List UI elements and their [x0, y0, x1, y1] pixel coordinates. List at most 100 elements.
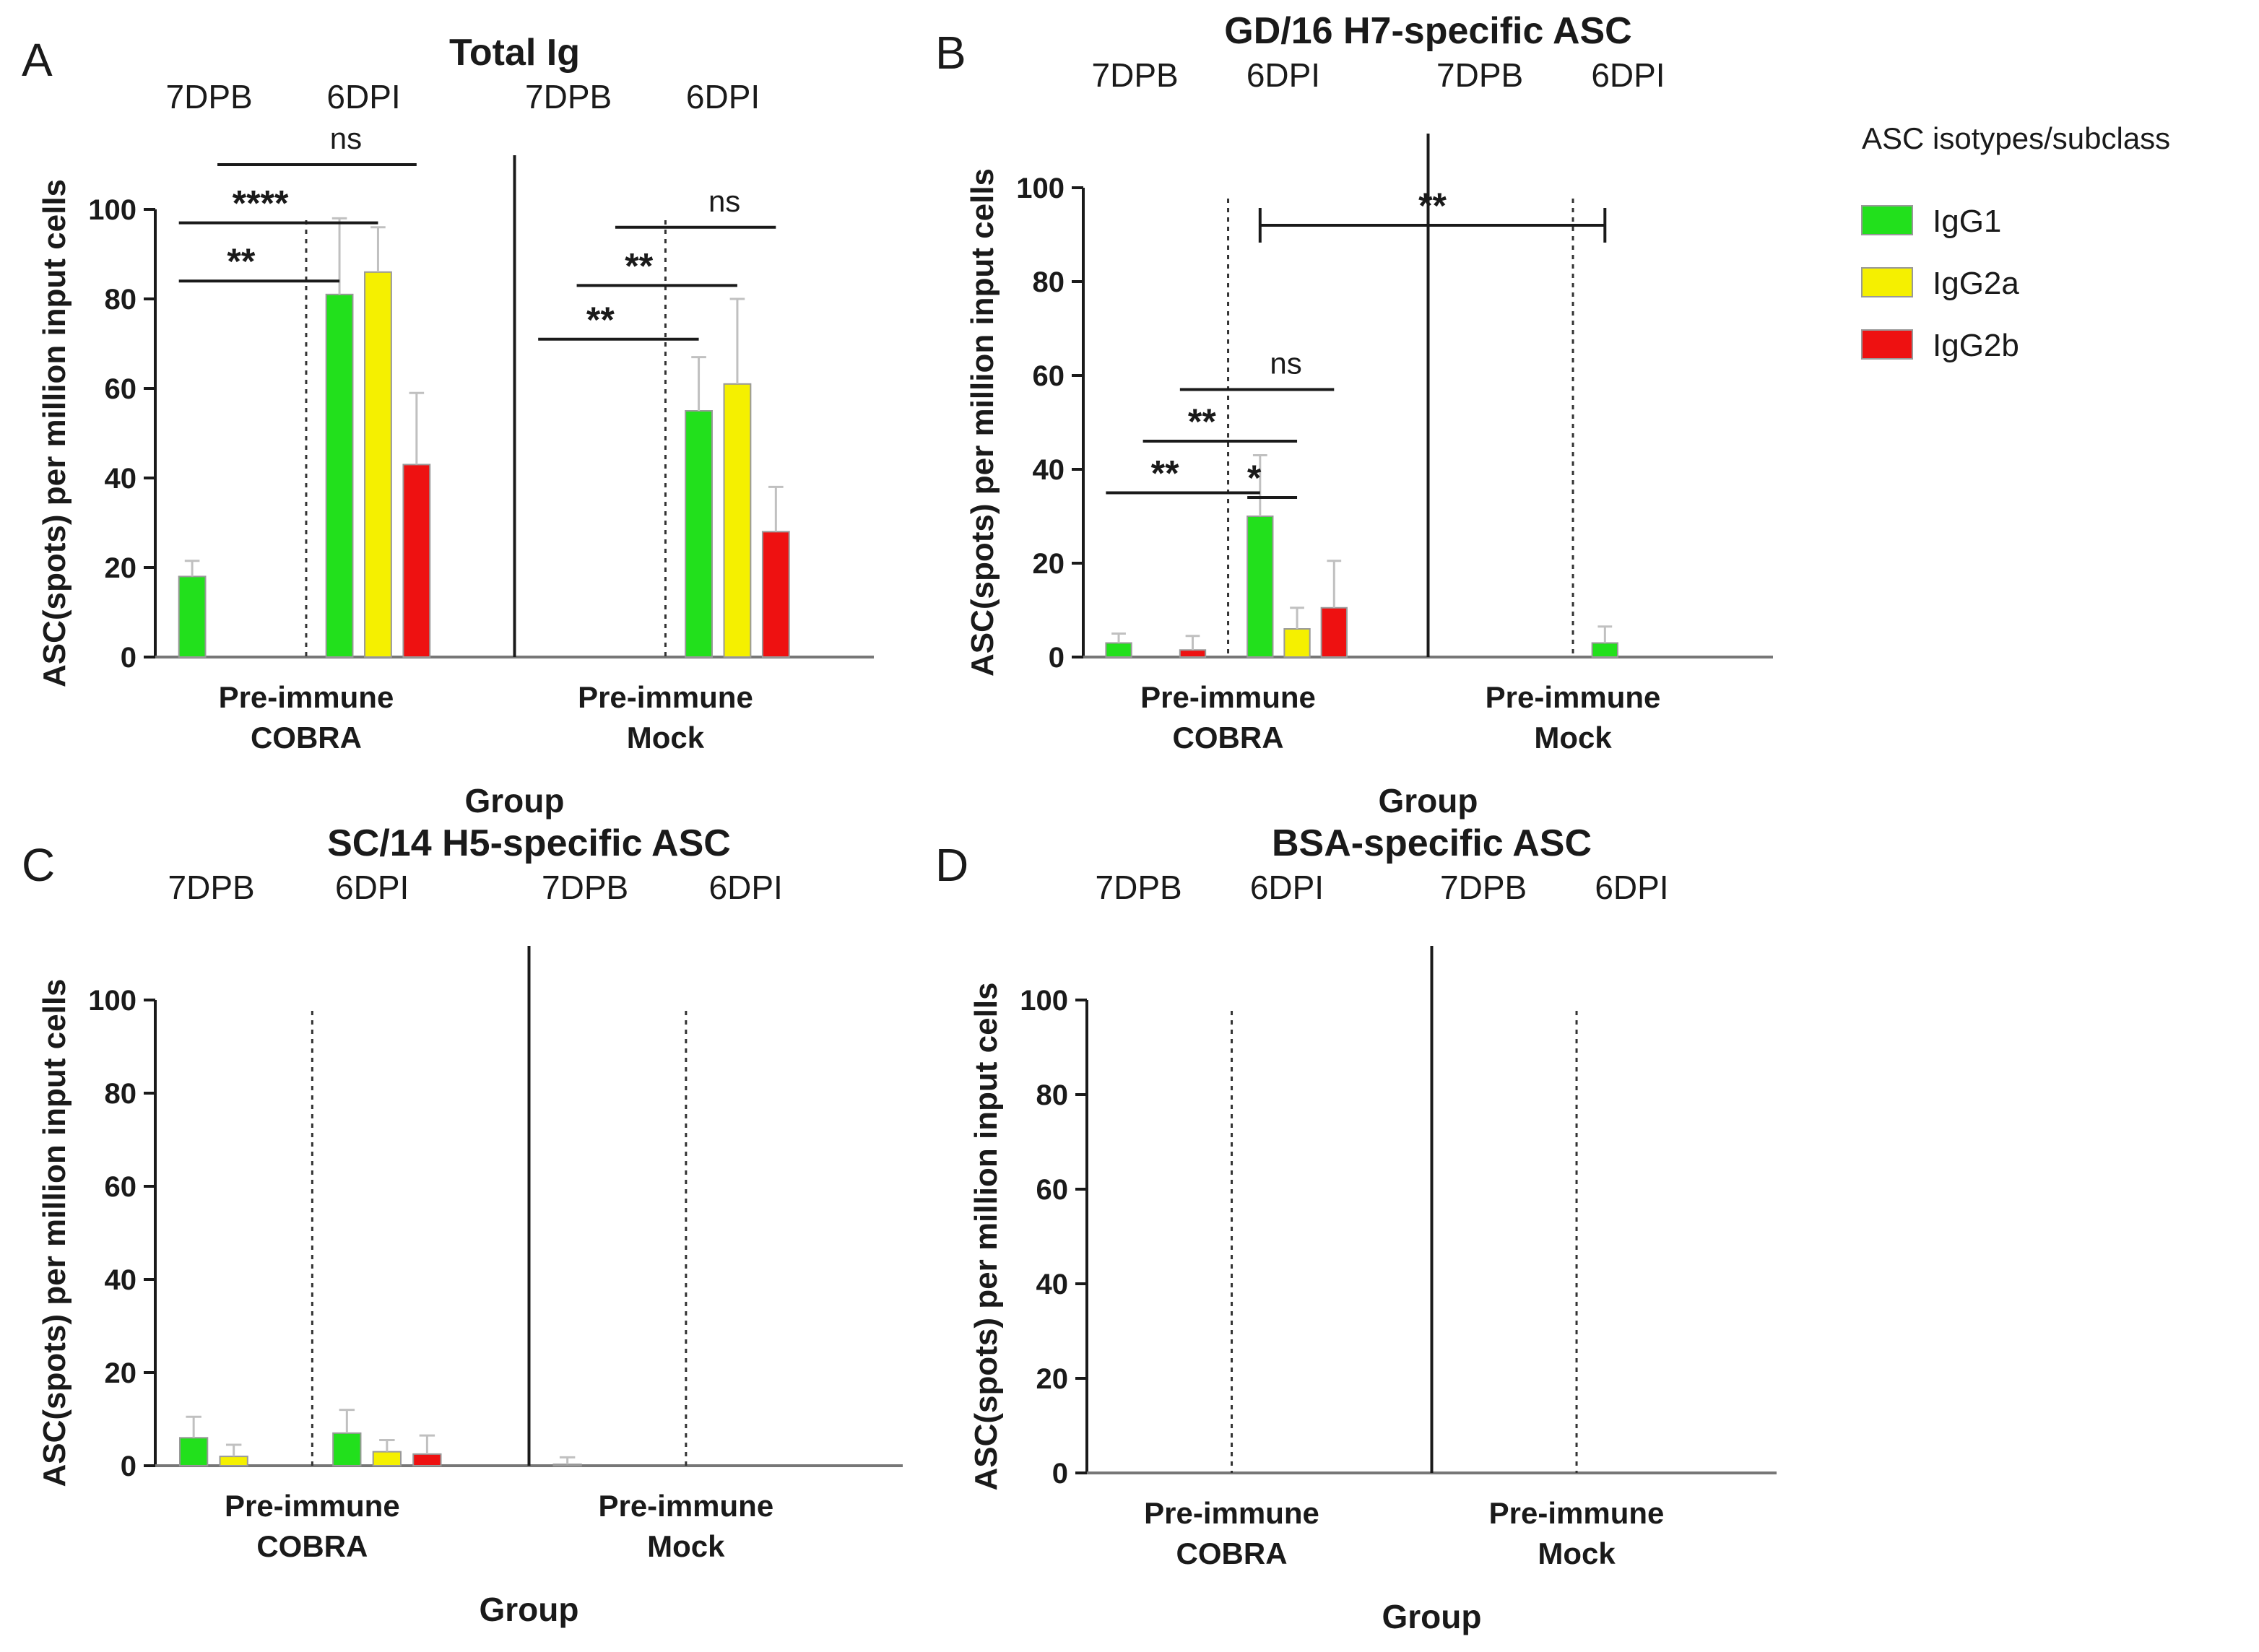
y-tick-label: 0 [121, 642, 136, 674]
y-tick-label: 0 [1052, 1458, 1068, 1490]
bar-igg1 [332, 1432, 362, 1466]
legend-swatch-igg2a [1861, 267, 1913, 297]
significance-label: ** [227, 241, 255, 282]
significance-label: ** [586, 300, 615, 340]
bar-igg2a [372, 1451, 402, 1467]
y-tick-label: 40 [1036, 1269, 1069, 1300]
y-tick-label: 80 [105, 1078, 137, 1110]
panel-title: GD/16 H7-specific ASC [1224, 10, 1631, 52]
timepoint-label: 7DPB [1096, 869, 1182, 906]
panel-letter: C [22, 839, 55, 891]
timepoint-label: 7DPB [166, 78, 253, 116]
ns-label: ns [1270, 347, 1301, 381]
y-axis-label: ASC(spots) per million input cells [968, 982, 1004, 1490]
group-label-line1: Pre-immune [225, 1489, 400, 1523]
legend-label: IgG2b [1933, 328, 2019, 363]
x-axis-label: Group [480, 1591, 579, 1628]
timepoint-label: 7DPB [1436, 56, 1523, 94]
significance-label: ** [1418, 186, 1447, 226]
group-label-line2: COBRA [1176, 1536, 1288, 1570]
group-label-line1: Pre-immune [1140, 680, 1316, 714]
y-tick-label: 80 [105, 284, 137, 316]
panel-a: A Total Ig 0 20 40 60 80 100 ASC(spots) per mill… [22, 32, 874, 820]
bar-igg1 [1105, 642, 1132, 658]
timepoint-label: 6DPI [1595, 869, 1668, 906]
y-tick-label: 0 [1049, 642, 1065, 674]
y-tick-label: 100 [1020, 985, 1068, 1017]
panel-title: BSA-specific ASC [1272, 822, 1592, 864]
timepoint-label: 6DPI [1250, 869, 1324, 906]
bar-igg2b [1179, 649, 1207, 658]
group-label-line1: Pre-immune [219, 680, 394, 714]
panel-c: C SC/14 H5-specific ASC 0 20 40 60 80 100 ASC(sp… [22, 822, 903, 1628]
x-axis-label: Group [1382, 1598, 1482, 1635]
y-tick-label: 40 [1033, 454, 1065, 486]
bar-igg1 [325, 293, 354, 658]
legend-swatch-igg2b [1861, 329, 1913, 360]
y-tick-label: 60 [105, 1171, 137, 1203]
panel-letter: A [22, 34, 53, 86]
group-label-line1: Pre-immune [578, 680, 753, 714]
legend-title: ASC isotypes/subclass [1862, 121, 2170, 155]
bar-igg2a [1283, 628, 1311, 658]
bar-igg1 [178, 1437, 209, 1467]
group-label-line2: COBRA [251, 721, 362, 755]
y-tick-label: 60 [105, 373, 137, 405]
timepoint-label: 7DPB [1440, 869, 1527, 906]
x-axis-label: Group [1379, 782, 1478, 820]
group-label-line2: Mock [1534, 721, 1612, 755]
significance-label: **** [233, 183, 289, 224]
y-axis-label: ASC(spots) per million input cells [965, 168, 1000, 677]
panel-b: B GD/16 H7-specific ASC 0 20 40 60 80 100 ASC(sp… [935, 10, 1773, 820]
group-label-line2: COBRA [1173, 721, 1284, 755]
significance-label: * [1247, 458, 1262, 498]
bar-igg2b [1320, 607, 1348, 658]
y-axis-label: ASC(spots) per million input cells [37, 978, 72, 1487]
y-tick-label: 40 [105, 463, 137, 495]
y-tick-label: 100 [1016, 173, 1065, 204]
y-axis-label: ASC(spots) per million input cells [37, 179, 72, 687]
bar-igg2b [412, 1453, 442, 1466]
legend-swatch-igg1 [1861, 205, 1913, 235]
timepoint-label: 6DPI [686, 78, 760, 116]
y-tick-label: 80 [1033, 266, 1065, 298]
y-tick-label: 0 [121, 1451, 136, 1482]
ns-label: ns [708, 184, 740, 218]
y-tick-label: 100 [88, 194, 136, 226]
significance-label: ** [625, 245, 653, 286]
bar-igg2b [761, 531, 790, 658]
group-label-line1: Pre-immune [1489, 1496, 1665, 1530]
y-tick-label: 20 [105, 1357, 137, 1389]
significance-label: ** [1151, 453, 1179, 494]
bar-igg2a [364, 271, 392, 658]
panel-title: SC/14 H5-specific ASC [327, 822, 731, 864]
group-label-line2: Mock [1538, 1536, 1616, 1570]
bar-igg1 [1591, 642, 1618, 658]
bar-igg1 [685, 410, 713, 658]
timepoint-label: 6DPI [1246, 56, 1320, 94]
y-tick-label: 80 [1036, 1079, 1069, 1111]
legend: ASC isotypes/subclass IgG1 IgG2a IgG2b [1861, 121, 2170, 363]
timepoint-label: 6DPI [326, 78, 400, 116]
timepoint-label: 7DPB [525, 78, 612, 116]
timepoint-label: 7DPB [168, 869, 255, 906]
bar-igg1 [178, 575, 207, 658]
y-tick-label: 100 [88, 985, 136, 1017]
y-tick-label: 20 [105, 552, 137, 584]
legend-label: IgG1 [1933, 204, 2001, 239]
group-label-line1: Pre-immune [1144, 1496, 1319, 1530]
x-axis-label: Group [465, 782, 565, 820]
bar-igg1 [1246, 516, 1274, 658]
significance-label: ** [1188, 401, 1216, 442]
timepoint-label: 6DPI [709, 869, 783, 906]
timepoint-label: 6DPI [335, 869, 409, 906]
y-tick-label: 20 [1036, 1363, 1069, 1395]
y-tick-label: 60 [1036, 1174, 1069, 1206]
timepoint-label: 6DPI [1591, 56, 1665, 94]
group-label-line2: Mock [627, 721, 705, 755]
bar-igg1 [552, 1464, 582, 1466]
panel-letter: D [935, 839, 968, 891]
legend-label: IgG2a [1933, 266, 2019, 301]
panel-title: Total Ig [449, 32, 580, 74]
